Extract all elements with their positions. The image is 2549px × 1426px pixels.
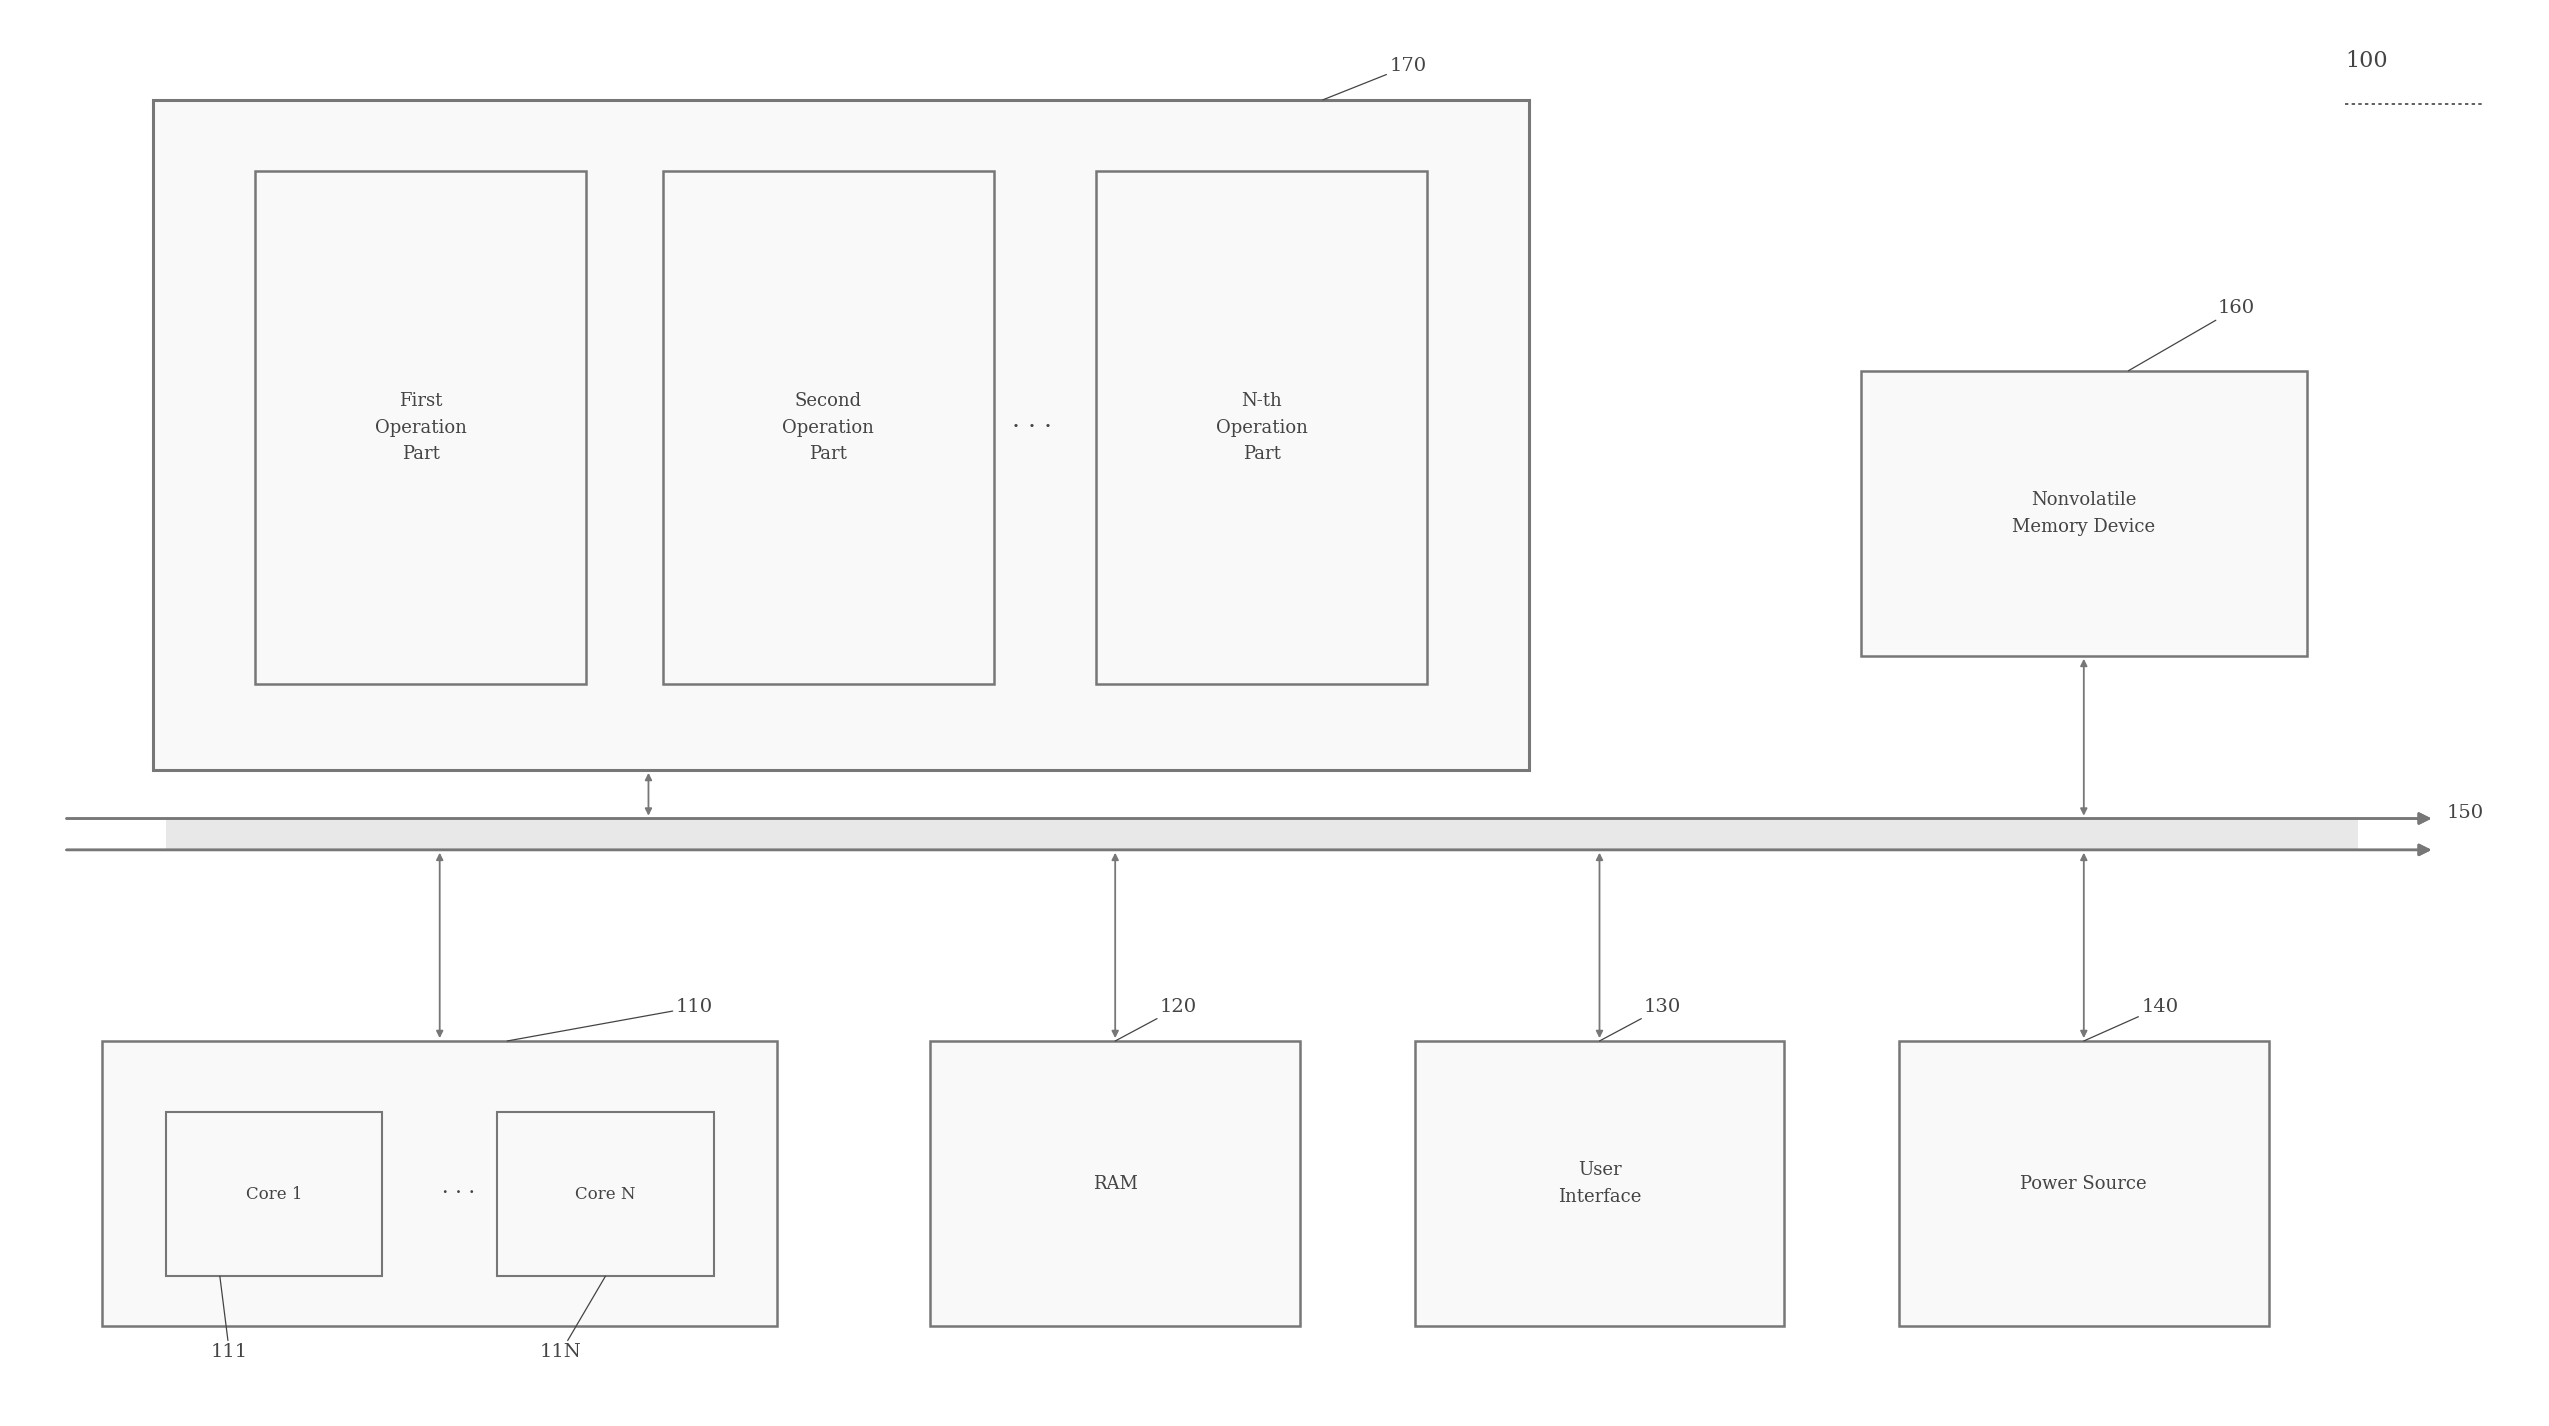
Text: Second
Operation
Part: Second Operation Part <box>783 392 874 463</box>
Text: Power Source: Power Source <box>2021 1175 2146 1192</box>
Bar <box>1415 1041 1784 1326</box>
Text: 170: 170 <box>1323 57 1427 100</box>
Text: 100: 100 <box>2345 50 2388 71</box>
Text: 110: 110 <box>507 998 714 1041</box>
Text: User
Interface: User Interface <box>1557 1161 1642 1206</box>
Text: First
Operation
Part: First Operation Part <box>375 392 466 463</box>
Bar <box>153 100 1529 770</box>
Text: Core N: Core N <box>576 1186 635 1202</box>
Text: 11N: 11N <box>540 1276 607 1362</box>
Text: 111: 111 <box>212 1276 247 1362</box>
Text: 130: 130 <box>1601 998 1682 1041</box>
Text: Core 1: Core 1 <box>245 1186 303 1202</box>
Text: Nonvolatile
Memory Device: Nonvolatile Memory Device <box>2011 491 2156 536</box>
Bar <box>930 1041 1300 1326</box>
Bar <box>1899 1041 2269 1326</box>
Bar <box>1861 371 2307 656</box>
Text: 160: 160 <box>2128 299 2256 371</box>
Text: 140: 140 <box>2083 998 2179 1041</box>
Text: N-th
Operation
Part: N-th Operation Part <box>1216 392 1308 463</box>
Text: · · ·: · · · <box>444 1184 474 1204</box>
Text: 120: 120 <box>1116 998 1198 1041</box>
Text: 150: 150 <box>2447 804 2485 821</box>
Text: · · ·: · · · <box>1012 416 1053 439</box>
Bar <box>102 1041 777 1326</box>
Bar <box>166 1112 382 1276</box>
Bar <box>166 819 2358 850</box>
Bar <box>497 1112 714 1276</box>
Text: RAM: RAM <box>1094 1175 1137 1192</box>
Bar <box>663 171 994 684</box>
Bar <box>1096 171 1427 684</box>
Bar <box>255 171 586 684</box>
